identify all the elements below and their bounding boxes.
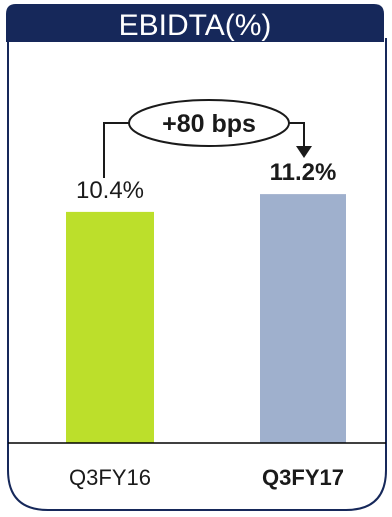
annotation-text: +80 bps	[162, 110, 256, 138]
title-banner	[6, 4, 384, 42]
annotation-ellipse	[128, 99, 290, 147]
category-label-q3fy16: Q3FY16	[69, 465, 151, 490]
bar-q3fy16	[66, 211, 154, 443]
annotation-arrow-head	[296, 146, 312, 158]
value-label-q3fy16: 10.4%	[76, 177, 144, 204]
chart-title: EBIDTA(%)	[119, 9, 272, 42]
annotation-connector	[103, 122, 305, 178]
bar-q3fy17	[260, 194, 346, 443]
value-label-q3fy17: 11.2%	[270, 159, 337, 186]
chart-frame	[7, 38, 387, 511]
category-label-q3fy17: Q3FY17	[262, 465, 344, 490]
